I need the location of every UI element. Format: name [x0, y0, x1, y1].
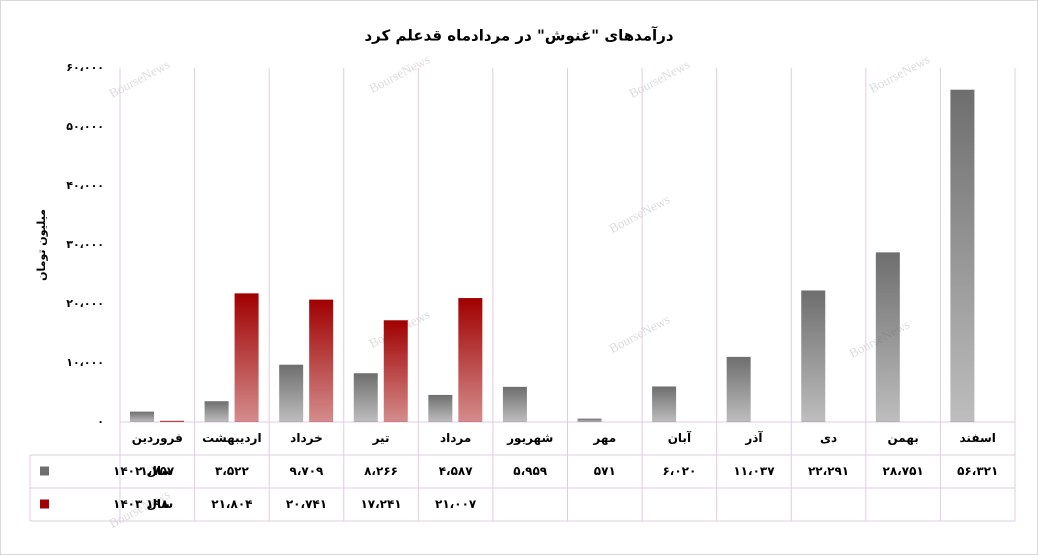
data-label: ۵۷۱ [594, 464, 616, 478]
data-label: ۵۶،۳۲۱ [957, 464, 998, 478]
x-tick-label: مرداد [440, 431, 471, 445]
x-tick-label: آذر [744, 430, 763, 445]
data-label: ۲۱،۸۰۴ [211, 497, 252, 511]
bar [383, 320, 408, 422]
bar [652, 386, 677, 422]
y-tick-label: ۴۰،۰۰۰ [66, 179, 104, 192]
y-tick-label: ۲۰،۰۰۰ [66, 297, 104, 310]
data-label: ۱۷،۲۴۱ [360, 497, 401, 511]
x-tick-label: خرداد [290, 431, 323, 445]
y-tick-label: ۳۰،۰۰۰ [66, 238, 104, 251]
bar [726, 356, 751, 422]
y-tick-label: ۶۰،۰۰۰ [66, 61, 104, 74]
bar [428, 394, 453, 422]
x-tick-label: اسفند [960, 431, 996, 445]
data-label: ۲۰،۷۴۱ [286, 497, 327, 511]
bar [875, 252, 900, 422]
bar [204, 401, 229, 422]
data-label: ۱۹۸ [146, 497, 169, 511]
data-label: ۲۲،۲۹۱ [808, 464, 849, 478]
data-label: ۱۱،۰۳۷ [733, 464, 775, 478]
chart-title: درآمدهای "غنوش" در مردادماه قدعلم کرد [364, 27, 673, 45]
data-label: ۵،۹۵۹ [513, 464, 548, 478]
bar [309, 299, 334, 422]
bar [279, 364, 304, 422]
legend-label: سال ۱۴۰۲ [113, 464, 173, 478]
bar [950, 89, 975, 422]
bar [458, 298, 483, 422]
data-label: ۲۱،۰۰۷ [435, 497, 477, 511]
data-label: ۱،۷۵۷ [140, 464, 175, 478]
bar [130, 411, 154, 422]
x-tick-label: تیر [372, 431, 390, 445]
bar [502, 386, 527, 422]
y-axis-label: میلیون تومان [35, 209, 48, 281]
data-label: ۶،۰۲۰ [662, 464, 696, 478]
data-label: ۴،۵۸۷ [439, 464, 474, 478]
data-label: ۳،۵۲۲ [215, 464, 250, 478]
legend-swatch [40, 499, 49, 509]
legend-swatch [40, 466, 49, 476]
x-tick-label: آبان [668, 430, 692, 445]
y-tick-label: ۱۰،۰۰۰ [66, 356, 104, 369]
x-tick-label: اردیبهشت [202, 431, 261, 445]
data-label: ۹،۷۰۹ [290, 464, 325, 478]
x-tick-label: مهر [592, 431, 616, 445]
data-label: ۸،۲۶۶ [364, 464, 398, 478]
bar [353, 373, 378, 422]
bar [234, 293, 259, 422]
x-tick-label: بهمن [887, 431, 918, 445]
bar [577, 418, 602, 422]
y-tick-label: ۰ [97, 415, 104, 428]
x-tick-label: شهریور [506, 431, 553, 446]
bar [801, 290, 826, 422]
y-tick-label: ۵۰،۰۰۰ [66, 120, 104, 133]
x-tick-label: دی [820, 431, 837, 445]
x-tick-label: فروردین [132, 431, 183, 446]
legend-label: سال ۱۴۰۳ [113, 497, 173, 511]
bar [160, 420, 184, 422]
data-label: ۲۸،۷۵۱ [883, 464, 924, 478]
